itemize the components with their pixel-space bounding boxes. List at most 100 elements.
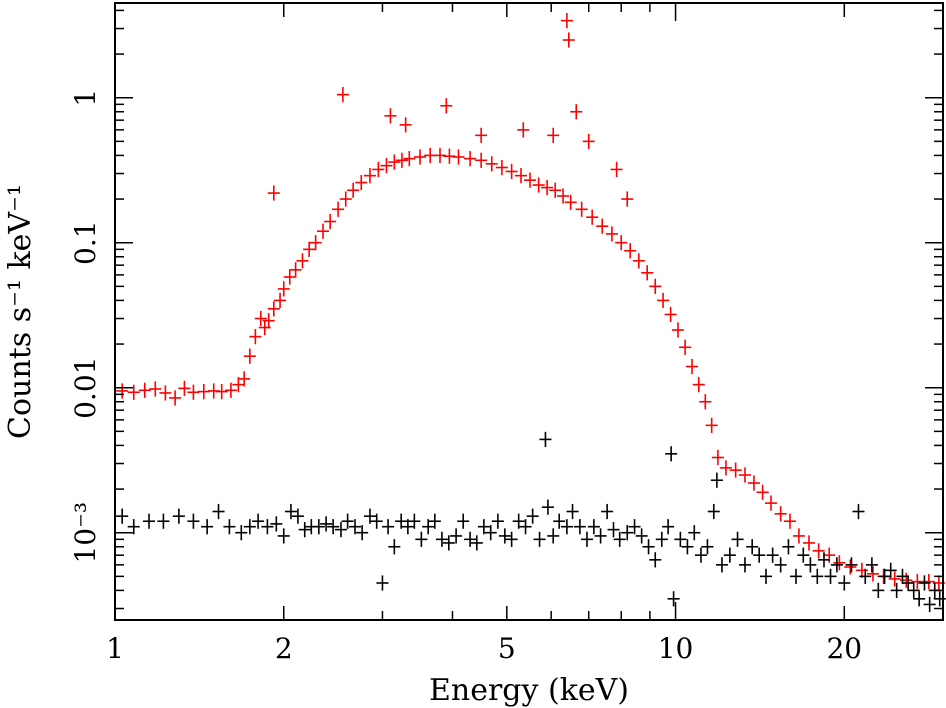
series-1-point xyxy=(116,508,129,524)
series-1-point xyxy=(655,531,668,547)
series-0-point xyxy=(844,559,857,575)
series-0-point xyxy=(355,174,368,191)
series-1-point xyxy=(363,508,376,524)
series-1-point xyxy=(824,568,837,584)
series-1-point xyxy=(547,528,560,544)
series-1-point xyxy=(320,516,333,532)
series-0-point xyxy=(738,467,751,483)
series-1-point xyxy=(731,531,744,547)
series-1-point xyxy=(852,503,865,520)
series-0-point xyxy=(464,151,477,167)
series-1-point xyxy=(613,531,626,547)
series-0-point xyxy=(399,117,412,133)
series-1-point xyxy=(607,522,620,538)
series-1-point xyxy=(573,519,586,535)
y-tick-label: 1 xyxy=(69,89,102,107)
series-0-point xyxy=(283,269,296,285)
series-1-point xyxy=(395,513,408,529)
series-1-point xyxy=(665,446,678,462)
series-1-point xyxy=(201,519,214,535)
series-0-point xyxy=(729,462,742,478)
series-1-point xyxy=(759,568,773,584)
series-1-point xyxy=(143,513,156,529)
series-1-point xyxy=(580,531,593,547)
series-1-point xyxy=(284,503,297,520)
series-1-point xyxy=(157,513,170,529)
series-0-point xyxy=(485,156,498,172)
series-1-point xyxy=(356,525,369,541)
series-0-point xyxy=(747,475,760,491)
series-0-point xyxy=(532,177,545,193)
series-0-point xyxy=(395,152,408,168)
series-1-point xyxy=(723,547,736,563)
series-1-point xyxy=(902,575,915,591)
series-0-point xyxy=(624,243,637,259)
series-0-point xyxy=(664,306,677,323)
series-0-point xyxy=(596,218,609,234)
series-1-point xyxy=(243,519,256,535)
series-0-point xyxy=(339,191,352,207)
series-layer xyxy=(116,13,946,613)
series-1-point xyxy=(674,531,687,547)
series-0-point xyxy=(116,383,129,399)
series-0-point xyxy=(586,209,599,225)
series-1-point xyxy=(505,531,518,547)
series-1-point xyxy=(890,582,903,598)
series-0-point xyxy=(440,98,453,114)
series-0-point xyxy=(495,159,508,176)
series-0-point xyxy=(149,381,162,397)
series-0-point xyxy=(267,185,280,201)
series-1-point xyxy=(450,528,463,544)
series-1-point xyxy=(415,531,428,547)
x-tick-label: 1 xyxy=(106,632,124,665)
series-1-point xyxy=(341,513,354,529)
series-1-point xyxy=(594,528,607,544)
series-0-point xyxy=(267,301,280,317)
series-1-point xyxy=(635,528,648,544)
series-0-point xyxy=(911,574,924,590)
series-1-point xyxy=(512,513,525,529)
series-0 xyxy=(116,13,945,591)
series-0-point xyxy=(802,535,815,551)
series-0-point xyxy=(679,339,692,355)
series-0-point xyxy=(380,158,393,174)
series-1-point xyxy=(470,535,483,551)
series-1-point xyxy=(539,431,552,447)
tick-labels-layer: 1 2 5 10 20 10⁻³ 0.01 0.1 1 xyxy=(69,89,862,665)
series-0-point xyxy=(303,241,316,257)
series-0-point xyxy=(384,108,397,124)
series-0-point xyxy=(866,566,879,582)
series-1-point xyxy=(753,547,766,563)
series-1-point xyxy=(464,531,477,547)
series-0-point xyxy=(549,182,562,198)
series-0-point xyxy=(711,449,724,466)
series-1-point xyxy=(878,568,891,584)
series-0-point xyxy=(523,172,537,188)
series-0-point xyxy=(505,163,518,180)
series-0-point xyxy=(705,417,718,433)
series-1-point xyxy=(766,547,779,563)
series-0-point xyxy=(888,571,901,587)
series-1-point xyxy=(477,519,490,535)
series-1-point xyxy=(235,525,248,541)
series-1-point xyxy=(348,519,362,535)
series-0-point xyxy=(792,528,805,544)
x-tick-label: 5 xyxy=(498,632,516,665)
series-0-point xyxy=(475,127,488,143)
series-1-point xyxy=(435,531,448,547)
series-1-point xyxy=(628,519,641,535)
series-1-point xyxy=(649,552,662,568)
series-0-point xyxy=(575,201,588,217)
series-1-point xyxy=(907,582,920,598)
series-0-point xyxy=(224,382,237,398)
series-1-point xyxy=(774,557,787,573)
series-0-point xyxy=(452,149,465,165)
series-0-point xyxy=(289,262,302,278)
y-tick-label: 0.01 xyxy=(69,357,102,419)
series-0-point xyxy=(332,201,345,217)
series-0-point xyxy=(178,380,191,396)
series-1-point xyxy=(388,539,401,555)
series-0-point xyxy=(632,253,645,269)
series-1-point xyxy=(830,557,843,573)
series-1-point xyxy=(327,519,340,535)
